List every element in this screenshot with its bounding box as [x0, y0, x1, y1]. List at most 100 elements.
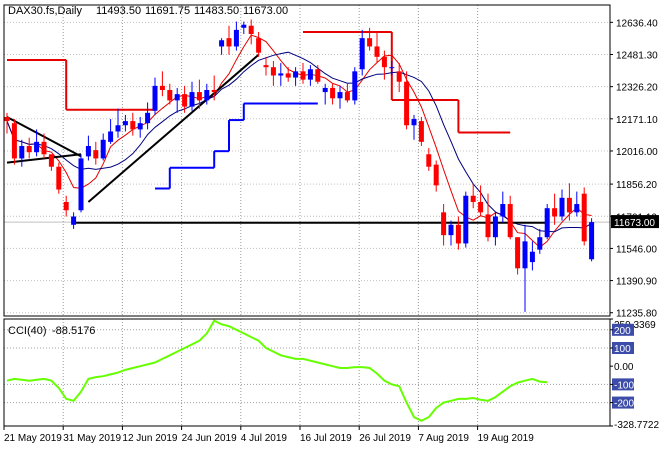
bullish-candle[interactable]: [529, 241, 535, 271]
bearish-candle[interactable]: [256, 31, 262, 57]
bullish-candle[interactable]: [559, 189, 565, 221]
bearish-candle[interactable]: [26, 137, 32, 159]
bearish-candle[interactable]: [478, 185, 484, 217]
bearish-candle[interactable]: [367, 27, 373, 51]
bearish-candle[interactable]: [48, 154, 54, 171]
bearish-candle[interactable]: [566, 183, 572, 221]
candle-body: [219, 40, 225, 47]
bearish-candle[interactable]: [552, 193, 558, 225]
candle-body: [485, 214, 491, 238]
bearish-candle[interactable]: [211, 75, 217, 101]
bullish-candle[interactable]: [589, 218, 595, 262]
bearish-candle[interactable]: [470, 183, 476, 209]
bullish-candle[interactable]: [152, 77, 158, 115]
bearish-candle[interactable]: [56, 162, 62, 194]
candle-body: [381, 56, 387, 68]
bullish-candle[interactable]: [337, 85, 343, 109]
bullish-candle[interactable]: [389, 60, 395, 76]
bearish-candle[interactable]: [4, 112, 10, 134]
bearish-candle[interactable]: [396, 63, 402, 93]
bearish-candle[interactable]: [426, 148, 432, 171]
candle-body: [108, 131, 114, 142]
bearish-candle[interactable]: [381, 50, 387, 80]
date-tick-label: 7 Aug 2019: [418, 433, 469, 444]
bearish-candle[interactable]: [300, 63, 306, 84]
main-price-panel[interactable]: DAX30.fs,Daily 11493.50 11691.75 11483.5…: [3, 4, 659, 320]
bearish-candle[interactable]: [130, 112, 136, 136]
bearish-candle[interactable]: [455, 216, 461, 250]
bearish-candle[interactable]: [441, 204, 447, 246]
bullish-candle[interactable]: [115, 108, 121, 138]
bullish-candle[interactable]: [233, 21, 239, 51]
bullish-candle[interactable]: [352, 67, 358, 105]
candle-body: [396, 71, 402, 82]
bullish-candle[interactable]: [278, 63, 284, 86]
bullish-candle[interactable]: [574, 191, 580, 217]
bearish-candle[interactable]: [41, 133, 47, 159]
bearish-candle[interactable]: [196, 79, 202, 109]
bullish-candle[interactable]: [174, 87, 180, 113]
bearish-candle[interactable]: [330, 83, 336, 105]
bearish-candle[interactable]: [418, 116, 424, 146]
bearish-candle[interactable]: [226, 25, 232, 55]
bullish-candle[interactable]: [219, 38, 225, 55]
bearish-candle[interactable]: [270, 60, 276, 86]
bullish-candle[interactable]: [145, 102, 151, 130]
bullish-candle[interactable]: [463, 191, 469, 248]
bearish-candle[interactable]: [315, 65, 321, 84]
bearish-candle[interactable]: [404, 71, 410, 130]
candle-body: [404, 81, 410, 126]
bearish-candle[interactable]: [263, 56, 269, 76]
bearish-candle[interactable]: [433, 160, 439, 192]
bullish-candle[interactable]: [189, 81, 195, 111]
candle-body: [441, 212, 447, 236]
date-tick-label: 31 May 2019: [63, 433, 121, 444]
bullish-candle[interactable]: [71, 212, 77, 229]
bullish-candle[interactable]: [448, 220, 454, 246]
bearish-candle[interactable]: [248, 19, 254, 45]
bullish-candle[interactable]: [500, 191, 506, 223]
candle-body: [367, 38, 373, 47]
bearish-candle[interactable]: [507, 195, 513, 240]
bullish-candle[interactable]: [544, 204, 550, 240]
bullish-candle[interactable]: [19, 139, 25, 167]
candlesticks[interactable]: [4, 19, 595, 312]
bullish-candle[interactable]: [537, 228, 543, 254]
bullish-candle[interactable]: [293, 67, 299, 86]
bearish-candle[interactable]: [11, 119, 17, 165]
bearish-candle[interactable]: [515, 237, 521, 275]
bullish-candle[interactable]: [100, 133, 106, 161]
bullish-candle[interactable]: [122, 114, 128, 132]
bullish-candle[interactable]: [322, 83, 328, 105]
candle-body: [566, 197, 572, 213]
bullish-candle[interactable]: [108, 119, 114, 144]
candle-body: [433, 164, 439, 186]
cci-level-tag-bg: [612, 341, 634, 354]
bearish-candle[interactable]: [485, 193, 491, 242]
bearish-candle[interactable]: [285, 67, 291, 82]
candle-body: [226, 38, 232, 47]
bearish-candle[interactable]: [63, 195, 69, 217]
bullish-candle[interactable]: [85, 135, 91, 161]
bullish-candle[interactable]: [137, 116, 143, 138]
bullish-candle[interactable]: [78, 154, 84, 213]
bullish-candle[interactable]: [307, 65, 313, 86]
bullish-candle[interactable]: [522, 224, 528, 312]
date-tick-label: 16 Jul 2019: [300, 433, 352, 444]
bearish-candle[interactable]: [182, 85, 188, 113]
cci-label: CCI(40): [8, 325, 47, 337]
bearish-candle[interactable]: [581, 187, 587, 246]
bullish-candle[interactable]: [411, 114, 417, 140]
bullish-candle[interactable]: [359, 29, 365, 76]
bearish-candle[interactable]: [167, 83, 173, 105]
bearish-candle[interactable]: [374, 31, 380, 64]
bullish-candle[interactable]: [34, 129, 40, 157]
bearish-candle[interactable]: [93, 141, 99, 165]
bullish-candle[interactable]: [241, 21, 247, 35]
bullish-candle[interactable]: [204, 83, 210, 105]
bearish-candle[interactable]: [159, 71, 165, 97]
bullish-candle[interactable]: [492, 212, 498, 246]
bearish-candle[interactable]: [344, 83, 350, 103]
